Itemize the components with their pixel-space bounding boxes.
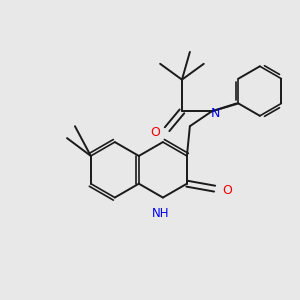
Text: N: N — [211, 107, 220, 120]
Text: O: O — [223, 184, 232, 197]
Text: O: O — [150, 126, 160, 139]
Text: NH: NH — [152, 207, 169, 220]
